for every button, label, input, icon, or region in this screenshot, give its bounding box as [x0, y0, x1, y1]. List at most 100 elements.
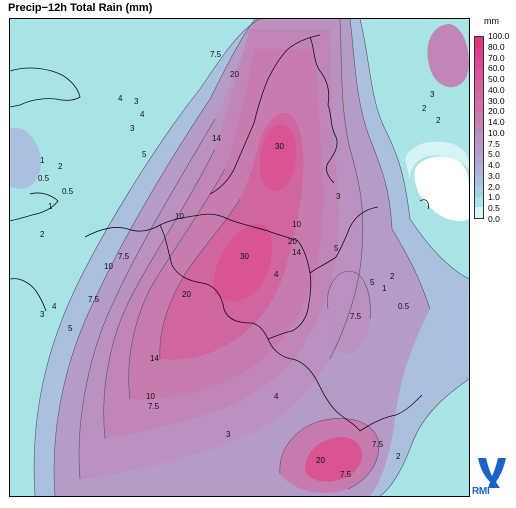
contour-label: 3: [430, 90, 435, 99]
legend-label: 0.5: [488, 203, 500, 214]
contour-label: 2: [422, 104, 427, 113]
contour-label: 10: [146, 392, 155, 401]
legend-swatch: [475, 47, 483, 59]
legend-label: 80.0: [488, 41, 505, 52]
contour-label: 30: [275, 142, 284, 151]
contour-label: 14: [150, 354, 159, 363]
contour-label: 2: [58, 162, 63, 171]
legend-label: 4.0: [488, 160, 500, 171]
contour-label: 3: [336, 192, 341, 201]
contour-label: 1: [48, 202, 53, 211]
legend-swatch: [475, 122, 483, 133]
contour-label: 1: [40, 156, 45, 165]
borders: [10, 34, 429, 432]
legend-label: 10.0: [488, 127, 505, 138]
contour-label: 4: [52, 302, 57, 311]
legend-swatch: [475, 90, 483, 101]
contour-label: 2: [390, 272, 395, 281]
contour-label-group: 7.5 20 30 14 10 5 4 3 2 1 0.5 7.5 10 30 …: [38, 50, 441, 479]
legend-swatch: [475, 175, 483, 186]
legend-label: 50.0: [488, 74, 505, 85]
legend-swatch: [475, 196, 483, 208]
contour-label: 20: [316, 456, 325, 465]
band-7: [213, 223, 273, 302]
contour-label: 0.5: [62, 187, 74, 196]
legend-label: 40.0: [488, 84, 505, 95]
contour-label: 10: [104, 262, 113, 271]
legend-label: 3.0: [488, 170, 500, 181]
band-east: [327, 271, 371, 354]
legend-swatch: [475, 132, 483, 144]
contour-label: 14: [292, 248, 301, 257]
contour-label: 5: [68, 324, 73, 333]
band-west: [10, 127, 41, 189]
contour-label: 10: [292, 220, 301, 229]
legend-label: 0.0: [488, 214, 500, 224]
rmi-logo-icon: [478, 458, 506, 488]
contour-label: 2: [436, 116, 441, 125]
contour-label: 20: [182, 290, 191, 299]
contour-label: 7.5: [88, 295, 100, 304]
contour-label: 7.5: [372, 440, 384, 449]
contour-label: 0.5: [38, 174, 50, 183]
contour-label: 5: [334, 244, 339, 253]
legend-label: 60.0: [488, 63, 505, 74]
contour-label: 7.5: [118, 252, 130, 261]
legend-swatch: [475, 143, 483, 155]
band-se-core: [305, 437, 362, 482]
legend-unit: mm: [484, 16, 499, 26]
map-title: Precip−12h Total Rain (mm): [8, 2, 153, 14]
contour-label: 3: [40, 310, 45, 319]
contour-label: 2: [396, 452, 401, 461]
contour-label: 4: [274, 270, 279, 279]
contour-lines: [33, 19, 469, 496]
legend-label: 70.0: [488, 52, 505, 63]
legend-label: 5.0: [488, 149, 500, 160]
band-8: [259, 123, 297, 191]
contour-label: 3: [130, 124, 135, 133]
legend-label: 20.0: [488, 106, 505, 117]
legend-swatch: [475, 207, 483, 218]
contour-label: 4: [274, 392, 279, 401]
contour-label: 7.5: [340, 470, 352, 479]
contour-label: 10: [175, 212, 184, 221]
legend-swatch: [475, 111, 483, 123]
legend-label: 30.0: [488, 95, 505, 106]
dry-area-east: [414, 156, 469, 221]
legend-label: 100.0: [488, 31, 510, 41]
color-legend: [474, 36, 484, 219]
legend-label: 7.5: [488, 138, 500, 149]
contour-label: 20: [288, 237, 297, 246]
legend-label: 14.0: [488, 117, 505, 128]
contour-label: 5: [142, 150, 147, 159]
contour-label: 7.5: [350, 312, 362, 321]
contour-label: 5: [370, 278, 375, 287]
contour-label: 14: [212, 134, 221, 143]
precipitation-map: 7.5 20 30 14 10 5 4 3 2 1 0.5 7.5 10 30 …: [9, 18, 470, 497]
contour-label: 20: [230, 70, 239, 79]
logo-text: RMI: [472, 486, 490, 497]
band-east-ring: [405, 141, 469, 179]
legend-swatch: [475, 68, 483, 80]
contour-label: 0.5: [398, 302, 410, 311]
band-ne: [427, 24, 469, 88]
legend-label: 2.0: [488, 181, 500, 192]
contour-label: 2: [40, 230, 45, 239]
legend-swatch: [475, 100, 483, 112]
legend-swatch: [475, 164, 483, 176]
contour-label: 7.5: [210, 50, 222, 59]
legend-swatch: [475, 37, 483, 48]
legend-swatch: [475, 154, 483, 165]
legend-swatch: [475, 79, 483, 91]
contour-label: 1: [382, 284, 387, 293]
contour-label: 4: [140, 110, 145, 119]
contour-label: 30: [240, 252, 249, 261]
legend-labels: 100.0 80.0 70.0 60.0 50.0 40.0 30.0 20.0 14.0 10.…: [488, 31, 516, 224]
legend-swatch: [475, 58, 483, 69]
contour-label: 3: [134, 97, 139, 106]
legend-swatch: [475, 185, 483, 197]
contour-label: 7.5: [148, 402, 160, 411]
legend-label: 1.0: [488, 192, 500, 203]
contour-label: 4: [118, 94, 123, 103]
contour-label: 3: [226, 430, 231, 439]
